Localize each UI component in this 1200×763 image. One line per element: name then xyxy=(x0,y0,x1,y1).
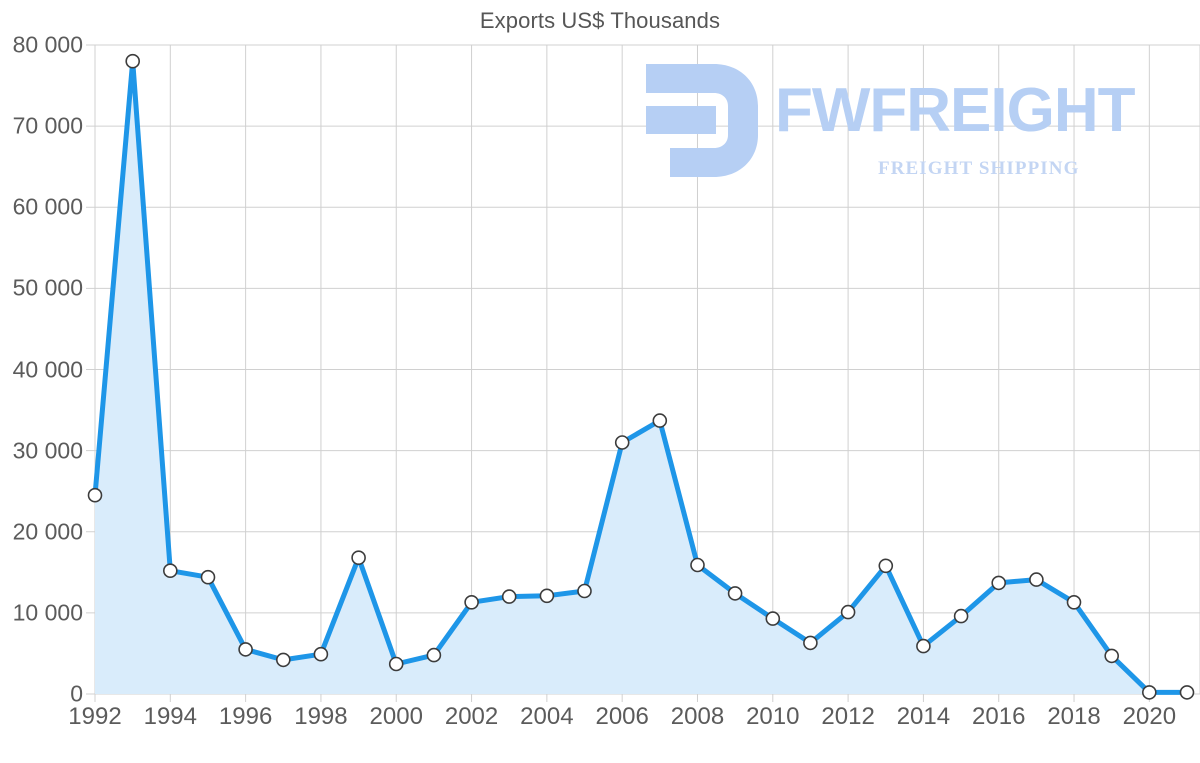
data-point-marker[interactable] xyxy=(200,569,216,585)
data-markers[interactable] xyxy=(87,53,1195,700)
x-axis-tick-label: 2000 xyxy=(369,703,423,730)
y-axis-tick-label: 20 000 xyxy=(12,518,83,545)
data-point-marker[interactable] xyxy=(1104,648,1119,664)
x-axis-tick-label: 1996 xyxy=(218,703,273,730)
data-point-marker[interactable] xyxy=(1179,685,1195,700)
y-axis-tick-label: 10 000 xyxy=(12,599,83,626)
data-point-marker[interactable] xyxy=(690,557,705,573)
data-point-marker[interactable] xyxy=(87,487,103,503)
page-title: Exports US$ Thousands xyxy=(479,8,721,33)
y-axis-tick-label: 0 xyxy=(70,680,83,707)
x-axis-tick-label: 2016 xyxy=(972,703,1026,730)
x-axis-tick-label: 2010 xyxy=(746,703,800,730)
y-axis-tick-label: 30 000 xyxy=(12,437,83,464)
data-point-marker[interactable] xyxy=(388,656,404,672)
data-point-marker[interactable] xyxy=(916,638,931,654)
data-point-marker[interactable] xyxy=(1066,594,1082,610)
x-axis-tick-label: 2008 xyxy=(670,703,725,730)
y-axis-tick-label: 70 000 xyxy=(12,112,83,139)
x-axis-tick-label: 2002 xyxy=(444,703,499,730)
x-axis-tick-label: 2006 xyxy=(595,703,649,730)
data-point-marker[interactable] xyxy=(163,563,178,579)
data-point-marker[interactable] xyxy=(1029,572,1044,587)
x-axis-tick-label: 1992 xyxy=(68,703,122,730)
data-point-marker[interactable] xyxy=(991,575,1007,591)
x-axis-tick-label: 2012 xyxy=(821,703,875,730)
x-axis-tick-label: 2014 xyxy=(896,703,951,730)
y-axis-labels: 0 10 000 20 000 30 000 40 000 50 000 60 000 70 … xyxy=(0,0,83,763)
data-point-marker[interactable] xyxy=(313,646,329,662)
data-point-marker[interactable] xyxy=(125,53,140,69)
data-point-marker[interactable] xyxy=(652,413,668,428)
data-point-marker[interactable] xyxy=(539,588,555,604)
data-point-marker[interactable] xyxy=(238,642,253,657)
data-point-marker[interactable] xyxy=(501,589,517,604)
data-point-marker[interactable] xyxy=(351,550,366,566)
x-axis-tick-label: 2020 xyxy=(1122,703,1177,730)
data-point-marker[interactable] xyxy=(953,608,969,624)
data-point-marker[interactable] xyxy=(878,558,894,574)
data-point-marker[interactable] xyxy=(1142,685,1157,700)
y-axis-tick-label: 80 000 xyxy=(12,31,83,58)
data-point-marker[interactable] xyxy=(426,647,442,663)
area-fill xyxy=(95,61,1187,694)
y-axis-tick-label: 40 000 xyxy=(12,356,83,382)
x-axis-tick-label: 1994 xyxy=(143,703,197,730)
y-axis-tick-label: 60 000 xyxy=(12,193,83,220)
data-point-marker[interactable] xyxy=(765,611,781,626)
data-point-marker[interactable] xyxy=(727,586,743,601)
data-point-marker[interactable] xyxy=(464,594,479,610)
data-point-marker[interactable] xyxy=(803,635,818,651)
data-point-marker[interactable] xyxy=(840,604,856,620)
y-axis-tick-label: 50 000 xyxy=(12,274,83,301)
data-point-marker[interactable] xyxy=(577,583,592,599)
x-axis-tick-label: 2018 xyxy=(1047,703,1101,730)
x-axis-tick-label: 2004 xyxy=(520,703,574,730)
data-point-marker[interactable] xyxy=(614,435,630,450)
x-axis-tick-label: 1998 xyxy=(294,703,348,730)
data-point-marker[interactable] xyxy=(275,652,291,668)
